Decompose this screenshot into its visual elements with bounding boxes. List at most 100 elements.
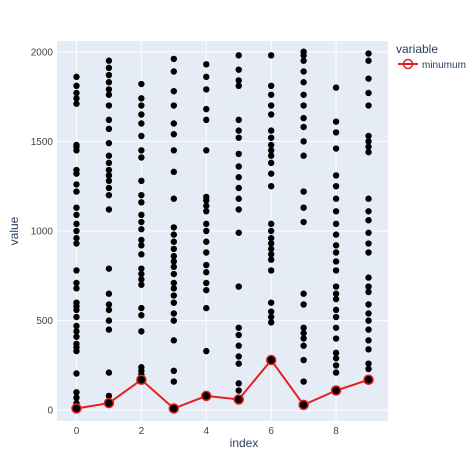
data-point [105, 172, 113, 179]
data-point [138, 364, 145, 371]
data-point [365, 143, 372, 150]
data-point [170, 238, 178, 245]
data-point [235, 163, 242, 170]
legend-item-minimum[interactable]: minumum [398, 58, 466, 72]
data-point [73, 322, 80, 330]
data-point [267, 182, 275, 190]
data-point [73, 240, 80, 247]
data-point [105, 301, 113, 308]
minimum-marker [103, 397, 115, 409]
data-point [138, 132, 145, 140]
data-point [138, 102, 145, 109]
data-points [73, 48, 372, 412]
data-point [203, 227, 210, 235]
data-point [105, 57, 113, 64]
data-point [235, 283, 242, 290]
x-tick-label: 4 [203, 426, 209, 437]
data-point [300, 188, 307, 195]
data-point [332, 220, 340, 228]
data-point [170, 168, 178, 176]
data-point [170, 317, 178, 324]
data-point [332, 295, 340, 303]
data-point [235, 342, 242, 349]
minimum-marker [201, 390, 212, 402]
data-point [73, 141, 80, 149]
data-point [300, 335, 307, 342]
data-point [332, 355, 340, 362]
data-point [332, 129, 340, 136]
data-point [267, 159, 275, 167]
data-point [267, 152, 275, 159]
y-tick-label: 500 [36, 316, 53, 327]
data-point [365, 274, 372, 281]
data-point [300, 342, 307, 349]
data-point [300, 290, 307, 297]
data-point [73, 299, 80, 306]
data-point [332, 290, 340, 297]
data-point [300, 329, 307, 337]
data-point [105, 369, 113, 376]
legend[interactable]: variable minumum [396, 42, 466, 71]
data-point [332, 195, 340, 202]
data-point [170, 245, 178, 253]
data-point [267, 240, 275, 247]
data-point [365, 346, 372, 353]
data-point [332, 145, 340, 152]
data-point [203, 147, 210, 154]
data-point [203, 347, 210, 355]
data-point [332, 118, 340, 125]
data-point [235, 82, 242, 90]
data-point [365, 229, 372, 236]
data-point [105, 392, 113, 400]
data-point [73, 166, 80, 174]
x-tick-label: 0 [74, 426, 80, 437]
data-point [170, 270, 178, 278]
data-point [300, 57, 307, 64]
data-point [170, 263, 178, 271]
data-point [73, 181, 80, 188]
minimum-marker [265, 354, 277, 366]
data-point [105, 326, 113, 333]
data-point [267, 251, 275, 258]
data-point [267, 141, 275, 149]
data-point [170, 378, 178, 385]
minimum-marker [168, 403, 180, 414]
data-point [170, 292, 178, 299]
data-point [170, 252, 178, 260]
data-point [105, 86, 113, 93]
data-point [235, 66, 242, 73]
data-point [332, 324, 340, 331]
data-point [267, 111, 275, 118]
data-point [332, 84, 340, 91]
data-point [138, 236, 145, 244]
x-axis-ticks: 0 2 4 6 8 [74, 426, 340, 437]
data-point [73, 73, 80, 81]
data-point [203, 61, 210, 68]
data-point [235, 387, 242, 394]
data-point [203, 304, 210, 312]
data-point [267, 245, 275, 253]
y-tick-label: 1000 [31, 227, 54, 238]
data-point [73, 285, 80, 292]
data-point [365, 240, 372, 247]
data-point [235, 134, 242, 141]
data-point [365, 360, 372, 367]
data-point [105, 102, 113, 109]
data-point [365, 75, 372, 82]
minimum-marker [298, 399, 309, 411]
data-point [235, 206, 242, 213]
data-point [73, 204, 80, 211]
data-point [300, 102, 307, 109]
data-point [267, 256, 275, 263]
data-point [332, 313, 340, 321]
data-point [203, 116, 210, 124]
data-point [267, 319, 275, 326]
y-tick-label: 2000 [31, 47, 54, 58]
data-point [332, 258, 340, 265]
data-point [170, 231, 178, 238]
data-point [365, 317, 372, 324]
data-point [138, 147, 145, 154]
data-point [73, 333, 80, 340]
data-point [203, 261, 210, 269]
data-point [365, 365, 372, 373]
